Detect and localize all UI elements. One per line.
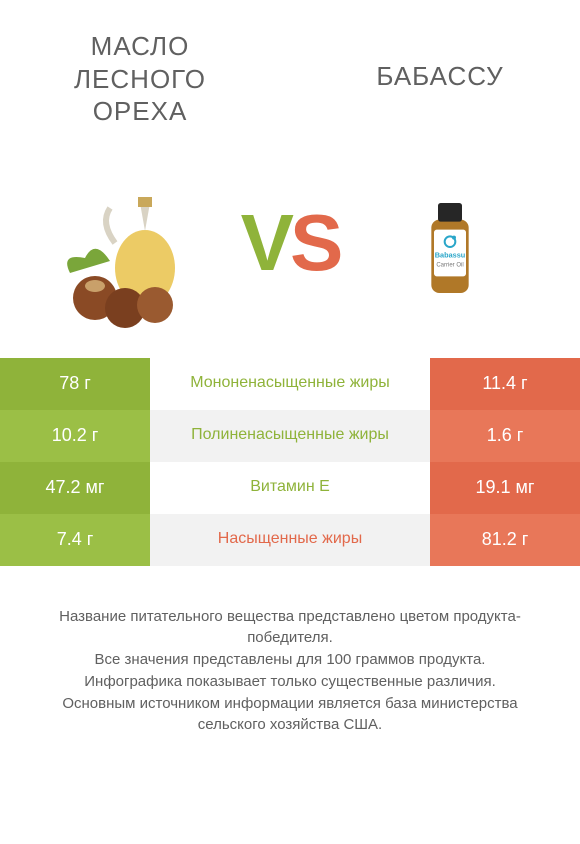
cell-left-value: 7.4 г	[0, 514, 150, 566]
svg-text:Babassu: Babassu	[435, 250, 466, 259]
table-row: 7.4 гНасыщенные жиры81.2 г	[0, 514, 580, 566]
footer-line: Основным источником информации является …	[30, 693, 550, 737]
product-images-row: VS Babassu Carrier Oil	[0, 138, 580, 358]
cell-left-value: 78 г	[0, 358, 150, 410]
cell-right-value: 11.4 г	[430, 358, 580, 410]
product-left-image	[40, 153, 220, 333]
footer-notes: Название питательного вещества представл…	[0, 566, 580, 757]
footer-line: Все значения представлены для 100 граммо…	[30, 649, 550, 671]
table-row: 10.2 гПолиненасыщенные жиры1.6 г	[0, 410, 580, 462]
product-right-title: БАБАССУ	[340, 30, 540, 93]
table-row: 47.2 мгВитамин E19.1 мг	[0, 462, 580, 514]
product-right-image: Babassu Carrier Oil	[360, 153, 540, 333]
cell-nutrient-label: Витамин E	[150, 462, 430, 514]
vs-v: V	[241, 198, 290, 287]
cell-left-value: 10.2 г	[0, 410, 150, 462]
cell-left-value: 47.2 мг	[0, 462, 150, 514]
table-row: 78 гМононенасыщенные жиры11.4 г	[0, 358, 580, 410]
cell-nutrient-label: Насыщенные жиры	[150, 514, 430, 566]
cell-right-value: 81.2 г	[430, 514, 580, 566]
cell-nutrient-label: Полиненасыщенные жиры	[150, 410, 430, 462]
footer-line: Инфографика показывает только существенн…	[30, 671, 550, 693]
product-left-title: МАСЛО ЛЕСНОГО ОРЕХА	[40, 30, 240, 128]
svg-text:Carrier Oil: Carrier Oil	[436, 262, 463, 268]
cell-nutrient-label: Мононенасыщенные жиры	[150, 358, 430, 410]
vs-label: VS	[241, 197, 340, 289]
vs-s: S	[290, 198, 339, 287]
footer-line: Название питательного вещества представл…	[30, 606, 550, 650]
cell-right-value: 1.6 г	[430, 410, 580, 462]
header: МАСЛО ЛЕСНОГО ОРЕХА БАБАССУ	[0, 0, 580, 138]
comparison-table: 78 гМононенасыщенные жиры11.4 г10.2 гПол…	[0, 358, 580, 566]
cell-right-value: 19.1 мг	[430, 462, 580, 514]
